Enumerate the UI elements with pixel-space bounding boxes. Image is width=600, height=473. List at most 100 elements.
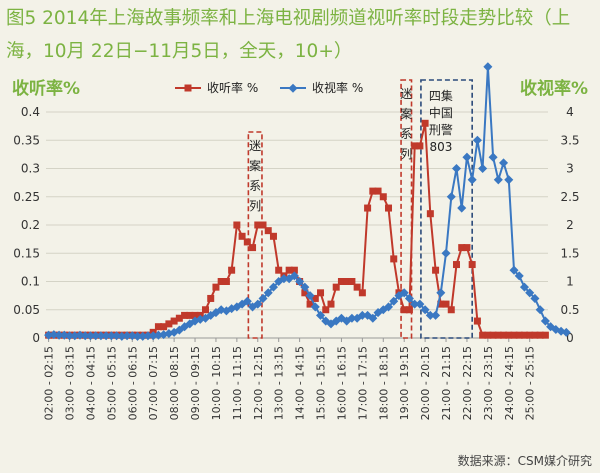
- data-point: [96, 331, 106, 341]
- data-point: [207, 294, 215, 302]
- data-point: [385, 204, 393, 212]
- data-point: [390, 255, 398, 263]
- x-tick-label: 02:00 - 02:15: [43, 346, 56, 420]
- data-point: [191, 311, 199, 319]
- data-point: [101, 331, 111, 341]
- data-point: [44, 330, 54, 340]
- legend-marker: [184, 84, 192, 92]
- data-point: [59, 330, 69, 340]
- annotation-label: 803: [429, 140, 452, 154]
- x-tick-label: 24:00 - 24:15: [503, 346, 516, 420]
- data-point: [337, 278, 345, 285]
- data-point: [411, 142, 419, 150]
- x-tick-label: 09:00 - 09:15: [189, 346, 202, 420]
- x-tick-label: 15:00 - 15:15: [315, 346, 328, 420]
- chart-grid: [46, 111, 548, 339]
- data-point: [374, 187, 382, 195]
- left-tick-label: 0.2: [21, 218, 40, 232]
- data-point: [243, 238, 251, 246]
- right-tick-label: 3.5: [560, 133, 579, 147]
- data-point: [348, 278, 356, 285]
- legend-marker: [288, 83, 298, 93]
- data-point: [222, 278, 230, 285]
- x-tick-label: 03:00 - 03:15: [64, 346, 77, 420]
- right-tick-label: 3: [566, 162, 574, 176]
- right-tick-label: 4: [566, 105, 574, 119]
- x-tick-label: 16:00 - 16:15: [335, 346, 348, 420]
- data-point: [253, 299, 263, 309]
- left-tick-label: 0.25: [13, 190, 40, 204]
- data-point: [332, 283, 340, 291]
- data-point: [285, 266, 293, 274]
- data-point: [364, 204, 372, 212]
- x-tick-label: 20:00 - 20:15: [419, 346, 432, 420]
- data-point: [416, 142, 424, 150]
- data-point: [500, 331, 508, 339]
- data-point: [181, 311, 189, 319]
- data-point: [212, 283, 220, 291]
- data-point: [254, 221, 262, 229]
- left-tick-label: 0.15: [13, 246, 40, 260]
- data-point: [467, 175, 477, 185]
- chart-title: 图5 2014年上海故事频率和上海电视剧频道视听率时段走势比较（上海，10月 2…: [6, 8, 571, 62]
- data-point: [306, 300, 314, 308]
- data-point: [536, 331, 544, 339]
- x-tick-label: 06:00 - 06:15: [126, 346, 139, 420]
- data-point: [186, 311, 194, 319]
- right-axis-title: 收视率%: [520, 78, 588, 99]
- data-point: [259, 221, 267, 229]
- annotation-box: [420, 79, 473, 339]
- right-tick-label: 2: [566, 218, 574, 232]
- x-tick-label: 04:00 - 04:15: [84, 346, 97, 420]
- annotation-box: [400, 79, 413, 339]
- legend-label: 收视率 %: [312, 80, 363, 95]
- data-point: [462, 152, 472, 162]
- x-tick-label: 18:00 - 18:15: [377, 346, 390, 420]
- x-tick-label: 13:00 - 13:15: [273, 346, 286, 420]
- data-point: [143, 331, 153, 341]
- x-tick-label: 17:00 - 17:15: [356, 346, 369, 420]
- annotation-label: 中国: [429, 105, 453, 120]
- data-point: [91, 331, 101, 341]
- data-point: [405, 306, 413, 314]
- x-tick-label: 19:00 - 19:15: [398, 346, 411, 420]
- data-point: [478, 163, 488, 174]
- data-point: [463, 244, 471, 252]
- data-point: [379, 193, 387, 201]
- data-point: [421, 119, 429, 127]
- data-point: [228, 266, 236, 274]
- annotation-label: 列: [249, 199, 261, 213]
- data-point: [275, 266, 283, 274]
- data-point: [264, 227, 272, 235]
- chart-legend: 收听率 % 收视率 %: [175, 80, 363, 95]
- annotation-label: 列: [400, 147, 412, 161]
- x-tick-label: 21:00 - 21:15: [440, 346, 453, 420]
- data-point: [127, 331, 137, 341]
- data-point: [431, 310, 441, 320]
- data-point: [75, 330, 85, 340]
- data-point: [473, 317, 481, 325]
- data-point: [154, 323, 162, 331]
- left-tick-label: 0.4: [21, 105, 40, 119]
- data-point: [85, 331, 95, 341]
- data-point: [311, 294, 319, 302]
- x-tick-label: 14:00 - 14:15: [294, 346, 307, 420]
- data-point: [238, 232, 246, 240]
- data-point: [249, 244, 257, 252]
- data-point: [106, 331, 116, 341]
- data-point: [217, 278, 225, 285]
- left-tick-label: 0: [32, 331, 40, 345]
- data-point: [458, 244, 466, 252]
- data-point: [437, 300, 445, 308]
- annotation-label: 系: [400, 127, 412, 141]
- data-point: [451, 163, 462, 174]
- x-tick-label: 12:00 - 12:15: [252, 346, 265, 420]
- data-point: [483, 62, 493, 72]
- data-source: 数据来源：CSM媒介研究: [457, 454, 592, 468]
- data-point: [520, 331, 528, 339]
- data-point: [540, 316, 550, 326]
- right-tick-label: 0.5: [560, 303, 579, 317]
